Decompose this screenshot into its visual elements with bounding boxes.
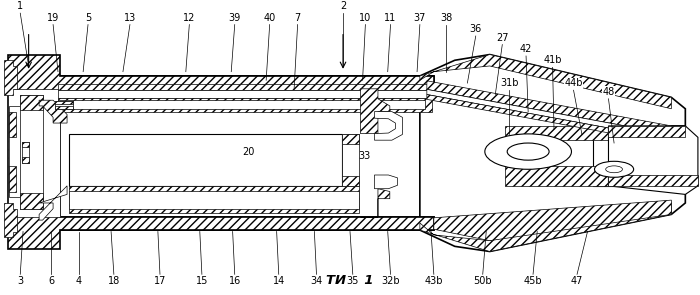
Text: 17: 17 — [154, 276, 166, 286]
Bar — [20, 94, 43, 110]
Text: 31b: 31b — [500, 78, 519, 88]
Bar — [20, 94, 43, 209]
Bar — [22, 142, 29, 163]
Bar — [58, 90, 432, 98]
Bar — [9, 112, 16, 137]
Bar — [20, 193, 43, 209]
Text: 44b: 44b — [564, 78, 583, 88]
Text: ΤИГ. 1: ΤИГ. 1 — [326, 274, 374, 287]
Polygon shape — [39, 186, 67, 220]
Bar — [22, 157, 29, 163]
Text: 1: 1 — [18, 1, 23, 11]
Bar — [9, 166, 16, 191]
Text: 15: 15 — [196, 276, 208, 286]
Polygon shape — [360, 89, 390, 134]
Circle shape — [594, 161, 634, 177]
Text: 45b: 45b — [524, 276, 542, 286]
Bar — [58, 98, 432, 112]
Bar — [55, 106, 73, 109]
Text: 32b: 32b — [382, 276, 400, 286]
Bar — [593, 126, 671, 137]
Polygon shape — [8, 55, 434, 249]
Text: 12: 12 — [183, 13, 195, 23]
Bar — [8, 217, 434, 230]
Text: 41b: 41b — [543, 55, 562, 65]
Text: 6: 6 — [48, 276, 54, 286]
Bar — [55, 101, 73, 104]
Text: 5: 5 — [85, 13, 91, 23]
Bar — [342, 176, 359, 186]
Text: 43b: 43b — [425, 276, 443, 286]
Text: 2: 2 — [340, 1, 346, 11]
Polygon shape — [420, 203, 671, 252]
Text: 50b: 50b — [473, 276, 492, 286]
Bar — [608, 126, 685, 137]
Text: 33: 33 — [358, 151, 370, 161]
Bar — [55, 101, 73, 109]
Text: 10: 10 — [359, 13, 372, 23]
Bar — [342, 134, 359, 186]
Bar — [58, 84, 432, 90]
Bar — [58, 100, 425, 109]
Text: 38: 38 — [440, 13, 452, 23]
Polygon shape — [420, 55, 671, 109]
Text: 16: 16 — [229, 276, 241, 286]
Text: 40: 40 — [263, 13, 276, 23]
Text: 11: 11 — [384, 13, 397, 23]
Polygon shape — [434, 200, 671, 241]
Circle shape — [606, 166, 622, 173]
Text: 7: 7 — [295, 13, 301, 23]
Polygon shape — [4, 60, 17, 94]
Text: 48: 48 — [603, 87, 615, 97]
Bar — [8, 76, 434, 89]
Polygon shape — [505, 126, 671, 140]
Bar — [593, 174, 671, 186]
Bar — [22, 142, 29, 147]
Polygon shape — [360, 189, 390, 217]
Bar — [9, 106, 22, 197]
Text: 34: 34 — [310, 276, 323, 286]
Circle shape — [485, 134, 571, 169]
Bar — [8, 89, 434, 217]
Text: 19: 19 — [47, 13, 60, 23]
Polygon shape — [427, 81, 671, 135]
Text: 14: 14 — [272, 276, 285, 286]
Polygon shape — [505, 166, 671, 186]
Text: 27: 27 — [496, 32, 508, 42]
Polygon shape — [4, 203, 17, 237]
Polygon shape — [374, 112, 402, 140]
Circle shape — [508, 143, 549, 160]
Bar — [8, 89, 60, 217]
Text: 13: 13 — [124, 13, 136, 23]
Text: 42: 42 — [520, 44, 532, 54]
Polygon shape — [427, 94, 671, 145]
Text: 36: 36 — [470, 24, 482, 34]
Text: 35: 35 — [346, 276, 359, 286]
Polygon shape — [608, 126, 698, 194]
Text: 20: 20 — [242, 147, 255, 157]
Polygon shape — [39, 100, 67, 123]
Text: 37: 37 — [414, 13, 426, 23]
Text: 47: 47 — [571, 276, 583, 286]
Bar — [69, 134, 342, 186]
Polygon shape — [420, 55, 685, 252]
Polygon shape — [427, 89, 671, 140]
Bar — [593, 126, 671, 186]
Bar — [342, 134, 359, 144]
Polygon shape — [374, 175, 398, 189]
Bar — [69, 191, 359, 209]
Text: 18: 18 — [108, 276, 120, 286]
Bar — [608, 175, 698, 186]
Bar — [69, 186, 359, 213]
Text: 39: 39 — [229, 13, 241, 23]
Text: 4: 4 — [76, 276, 82, 286]
Text: 3: 3 — [18, 276, 23, 286]
